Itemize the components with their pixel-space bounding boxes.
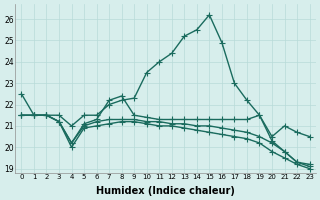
X-axis label: Humidex (Indice chaleur): Humidex (Indice chaleur) — [96, 186, 235, 196]
